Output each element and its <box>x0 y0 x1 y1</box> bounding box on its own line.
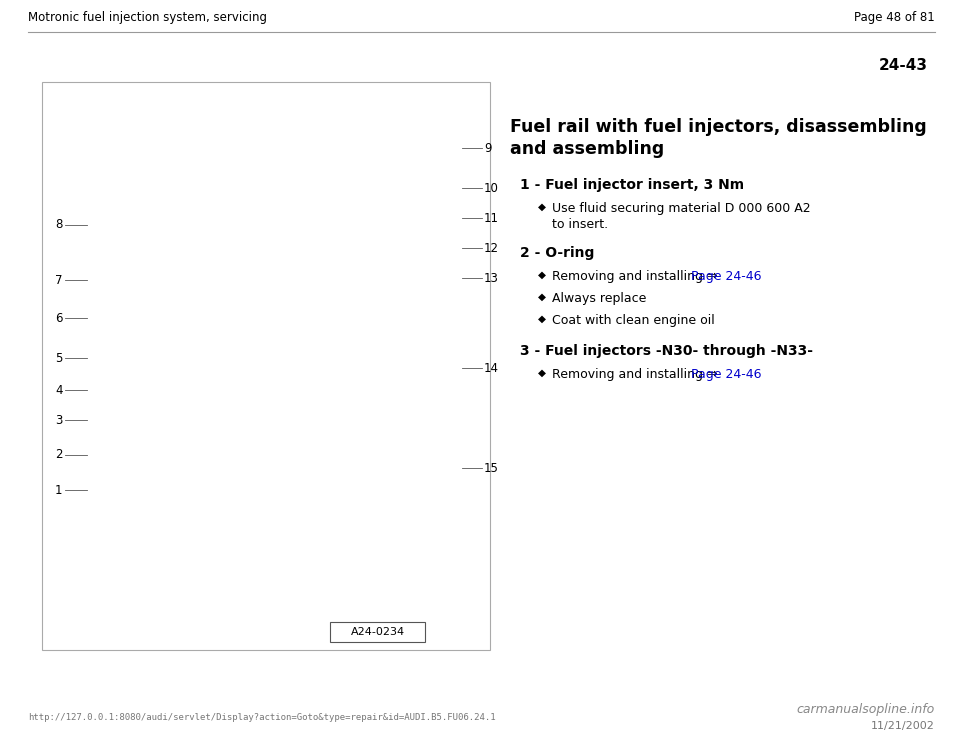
Text: ◆: ◆ <box>538 314 546 324</box>
Text: 7: 7 <box>55 274 62 286</box>
Text: Page 24-46: Page 24-46 <box>691 368 761 381</box>
Text: 1: 1 <box>55 484 62 496</box>
Bar <box>330 622 425 642</box>
Text: 3: 3 <box>55 413 62 427</box>
Text: 24-43: 24-43 <box>879 57 928 73</box>
Text: and assembling: and assembling <box>510 140 664 158</box>
Text: to insert.: to insert. <box>552 218 608 231</box>
Text: Removing and installing ⇒: Removing and installing ⇒ <box>552 368 722 381</box>
Text: 3 - Fuel injectors -N30- through -N33-: 3 - Fuel injectors -N30- through -N33- <box>520 344 813 358</box>
Text: 6: 6 <box>55 312 62 324</box>
Text: carmanualsopline.info: carmanualsopline.info <box>797 703 935 717</box>
Text: 5: 5 <box>55 352 62 364</box>
Text: Coat with clean engine oil: Coat with clean engine oil <box>552 314 715 327</box>
Text: 11: 11 <box>484 211 499 225</box>
Text: ◆: ◆ <box>538 368 546 378</box>
Text: Use fluid securing material D 000 600 A2: Use fluid securing material D 000 600 A2 <box>552 202 810 215</box>
Bar <box>42 82 490 650</box>
Text: 2 - O-ring: 2 - O-ring <box>520 246 594 260</box>
Text: 12: 12 <box>484 241 499 255</box>
Text: 11/21/2002: 11/21/2002 <box>871 721 935 731</box>
Text: Fuel rail with fuel injectors, disassembling: Fuel rail with fuel injectors, disassemb… <box>510 118 926 136</box>
Text: Always replace: Always replace <box>552 292 646 305</box>
Text: 13: 13 <box>484 272 499 284</box>
Text: 15: 15 <box>484 462 499 474</box>
Text: A24-0234: A24-0234 <box>350 627 404 637</box>
Text: 9: 9 <box>484 142 492 154</box>
Text: ◆: ◆ <box>538 202 546 212</box>
Text: http://127.0.0.1:8080/audi/servlet/Display?action=Goto&type=repair&id=AUDI.B5.FU: http://127.0.0.1:8080/audi/servlet/Displ… <box>28 714 495 723</box>
Text: Removing and installing ⇒: Removing and installing ⇒ <box>552 270 722 283</box>
Text: ◆: ◆ <box>538 270 546 280</box>
Text: 10: 10 <box>484 182 499 194</box>
Text: ◆: ◆ <box>538 292 546 302</box>
Text: 2: 2 <box>55 448 62 462</box>
Text: Page 24-46: Page 24-46 <box>691 270 761 283</box>
Text: 14: 14 <box>484 361 499 375</box>
Text: 1 - Fuel injector insert, 3 Nm: 1 - Fuel injector insert, 3 Nm <box>520 178 744 192</box>
Text: Page 48 of 81: Page 48 of 81 <box>854 11 935 24</box>
Text: 4: 4 <box>55 384 62 396</box>
Text: 8: 8 <box>55 218 62 232</box>
Text: Motronic fuel injection system, servicing: Motronic fuel injection system, servicin… <box>28 11 267 24</box>
